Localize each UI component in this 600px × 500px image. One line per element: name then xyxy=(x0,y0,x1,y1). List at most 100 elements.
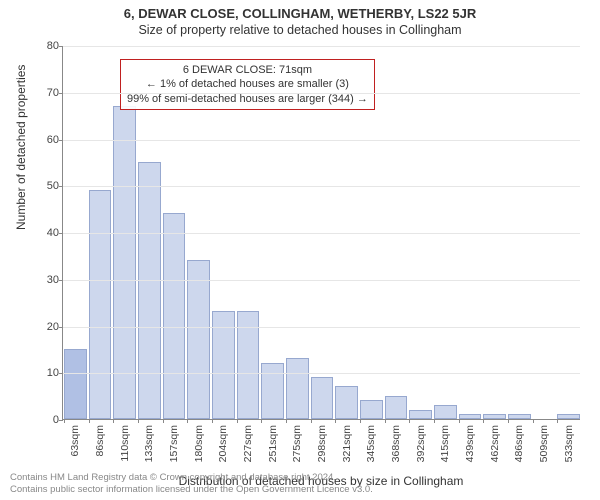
xtick-mark xyxy=(459,419,460,423)
ytick-label: 10 xyxy=(47,367,59,379)
xtick-label: 509sqm xyxy=(538,425,550,462)
xtick-label: 157sqm xyxy=(168,425,180,462)
xtick-label: 392sqm xyxy=(415,425,427,462)
xtick-label: 486sqm xyxy=(513,425,525,462)
ytick-label: 0 xyxy=(53,414,59,426)
histogram-bar xyxy=(64,349,87,419)
histogram-bar xyxy=(89,190,112,419)
xtick-mark xyxy=(261,419,262,423)
xtick-label: 251sqm xyxy=(267,425,279,462)
xtick-label: 321sqm xyxy=(341,425,353,462)
xtick-label: 298sqm xyxy=(316,425,328,462)
ytick-mark xyxy=(59,420,63,421)
gridline xyxy=(63,327,580,328)
xtick-mark xyxy=(335,419,336,423)
histogram-bar xyxy=(113,106,136,419)
gridline xyxy=(63,373,580,374)
xtick-label: 533sqm xyxy=(563,425,575,462)
histogram-bar xyxy=(237,311,260,419)
ytick-label: 70 xyxy=(47,87,59,99)
ytick-label: 80 xyxy=(47,40,59,52)
histogram-bar xyxy=(311,377,334,419)
xtick-mark xyxy=(163,419,164,423)
histogram-bar xyxy=(261,363,284,419)
xtick-mark xyxy=(64,419,65,423)
plot-area: 6 DEWAR CLOSE: 71sqm← 1% of detached hou… xyxy=(62,46,580,420)
histogram-bar xyxy=(409,410,432,419)
xtick-mark xyxy=(187,419,188,423)
xtick-label: 275sqm xyxy=(291,425,303,462)
ytick-label: 20 xyxy=(47,321,59,333)
xtick-label: 227sqm xyxy=(242,425,254,462)
annotation-box: 6 DEWAR CLOSE: 71sqm← 1% of detached hou… xyxy=(120,59,375,110)
gridline xyxy=(63,280,580,281)
ytick-label: 40 xyxy=(47,227,59,239)
xtick-mark xyxy=(483,419,484,423)
xtick-mark xyxy=(557,419,558,423)
xtick-mark xyxy=(212,419,213,423)
histogram-bar xyxy=(163,213,186,419)
ytick-label: 60 xyxy=(47,134,59,146)
gridline xyxy=(63,140,580,141)
histogram-bar xyxy=(138,162,161,419)
histogram-bar xyxy=(483,414,506,419)
xtick-mark xyxy=(113,419,114,423)
footer-line-2: Contains public sector information licen… xyxy=(10,484,373,496)
xtick-mark xyxy=(286,419,287,423)
histogram-chart: 6 DEWAR CLOSE: 71sqm← 1% of detached hou… xyxy=(62,46,580,420)
xtick-label: 415sqm xyxy=(439,425,451,462)
gridline xyxy=(63,186,580,187)
annotation-line: ← 1% of detached houses are smaller (3) xyxy=(127,77,368,91)
gridline xyxy=(63,233,580,234)
histogram-bar xyxy=(286,358,309,419)
histogram-bar xyxy=(335,386,358,419)
xtick-label: 462sqm xyxy=(489,425,501,462)
footer-line-1: Contains HM Land Registry data © Crown c… xyxy=(10,472,373,484)
xtick-mark xyxy=(311,419,312,423)
xtick-mark xyxy=(409,419,410,423)
ytick-mark xyxy=(59,373,63,374)
xtick-label: 133sqm xyxy=(143,425,155,462)
xtick-label: 63sqm xyxy=(69,425,81,457)
ytick-mark xyxy=(59,46,63,47)
gridline xyxy=(63,93,580,94)
histogram-bar xyxy=(187,260,210,419)
ytick-mark xyxy=(59,140,63,141)
footer-attribution: Contains HM Land Registry data © Crown c… xyxy=(10,472,373,496)
xtick-mark xyxy=(138,419,139,423)
ytick-label: 50 xyxy=(47,180,59,192)
histogram-bar xyxy=(508,414,531,419)
xtick-mark xyxy=(533,419,534,423)
ytick-mark xyxy=(59,280,63,281)
histogram-bar xyxy=(434,405,457,419)
ytick-mark xyxy=(59,93,63,94)
xtick-mark xyxy=(89,419,90,423)
histogram-bar xyxy=(212,311,235,419)
xtick-label: 86sqm xyxy=(94,425,106,457)
xtick-mark xyxy=(508,419,509,423)
xtick-label: 180sqm xyxy=(193,425,205,462)
xtick-mark xyxy=(360,419,361,423)
ytick-label: 30 xyxy=(47,274,59,286)
xtick-label: 110sqm xyxy=(119,425,131,462)
annotation-line: 99% of semi-detached houses are larger (… xyxy=(127,92,368,106)
histogram-bar xyxy=(557,414,580,419)
xtick-label: 368sqm xyxy=(390,425,402,462)
xtick-mark xyxy=(434,419,435,423)
xtick-label: 204sqm xyxy=(217,425,229,462)
annotation-line: 6 DEWAR CLOSE: 71sqm xyxy=(127,63,368,77)
ytick-mark xyxy=(59,233,63,234)
ytick-mark xyxy=(59,327,63,328)
y-axis-label: Number of detached properties xyxy=(14,65,28,230)
histogram-bar xyxy=(459,414,482,419)
xtick-label: 345sqm xyxy=(365,425,377,462)
xtick-mark xyxy=(385,419,386,423)
page-subtitle: Size of property relative to detached ho… xyxy=(0,21,600,37)
gridline xyxy=(63,46,580,47)
histogram-bar xyxy=(360,400,383,419)
histogram-bar xyxy=(385,396,408,419)
ytick-mark xyxy=(59,186,63,187)
xtick-label: 439sqm xyxy=(464,425,476,462)
xtick-mark xyxy=(237,419,238,423)
page-title: 6, DEWAR CLOSE, COLLINGHAM, WETHERBY, LS… xyxy=(0,0,600,21)
